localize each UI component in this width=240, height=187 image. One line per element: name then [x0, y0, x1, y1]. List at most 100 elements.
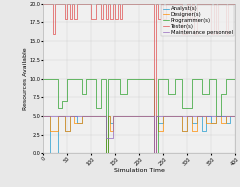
- Maintenance personnel: [152, 115, 155, 117]
- Designer(s): [56, 130, 59, 132]
- Designer(s): [68, 130, 71, 132]
- Maintenance personnel: [104, 115, 107, 117]
- Programmer(s): [200, 77, 203, 80]
- Designer(s): [215, 122, 217, 125]
- Designer(s): [63, 130, 66, 132]
- Programmer(s): [207, 77, 210, 80]
- Designer(s): [73, 115, 76, 117]
- Designer(s): [224, 122, 227, 125]
- Designer(s): [234, 115, 237, 117]
- Tester(s): [157, 18, 160, 20]
- Designer(s): [111, 130, 114, 132]
- Designer(s): [195, 130, 198, 132]
- Tester(s): [75, 18, 78, 20]
- Line: Analyst(s): Analyst(s): [43, 116, 235, 153]
- Designer(s): [109, 130, 112, 132]
- Maintenance personnel: [111, 137, 114, 140]
- Programmer(s): [66, 77, 69, 80]
- Tester(s): [42, 3, 45, 5]
- Designer(s): [109, 115, 112, 117]
- Programmer(s): [95, 77, 97, 80]
- Programmer(s): [191, 107, 193, 110]
- Programmer(s): [99, 77, 102, 80]
- Designer(s): [205, 122, 208, 125]
- Designer(s): [107, 152, 109, 154]
- Programmer(s): [224, 77, 227, 80]
- Designer(s): [80, 122, 83, 125]
- Maintenance personnel: [42, 115, 45, 117]
- Tester(s): [234, 3, 237, 5]
- Designer(s): [181, 130, 184, 132]
- Programmer(s): [119, 77, 121, 80]
- Programmer(s): [157, 152, 160, 154]
- Designer(s): [155, 115, 157, 117]
- Analyst(s): [107, 115, 109, 117]
- Tester(s): [186, 3, 189, 5]
- Programmer(s): [207, 92, 210, 95]
- Programmer(s): [224, 92, 227, 95]
- Programmer(s): [200, 92, 203, 95]
- Programmer(s): [61, 100, 64, 102]
- Line: Maintenance personnel: Maintenance personnel: [43, 116, 235, 153]
- Analyst(s): [80, 115, 83, 117]
- Programmer(s): [152, 77, 155, 80]
- Programmer(s): [215, 77, 217, 80]
- Designer(s): [219, 122, 222, 125]
- Tester(s): [152, 152, 155, 154]
- Maintenance personnel: [111, 115, 114, 117]
- Designer(s): [42, 115, 45, 117]
- Analyst(s): [234, 115, 237, 117]
- X-axis label: Simulation Time: Simulation Time: [114, 168, 165, 173]
- Tester(s): [56, 3, 59, 5]
- Designer(s): [63, 115, 66, 117]
- Programmer(s): [126, 92, 129, 95]
- Designer(s): [191, 130, 193, 132]
- Tester(s): [193, 3, 196, 5]
- Legend: Analyst(s), Designer(s), Programmer(s), Tester(s), Maintenance personnel: Analyst(s), Designer(s), Programmer(s), …: [161, 5, 234, 36]
- Designer(s): [186, 115, 189, 117]
- Designer(s): [68, 115, 71, 117]
- Designer(s): [157, 130, 160, 132]
- Programmer(s): [107, 77, 109, 80]
- Programmer(s): [66, 100, 69, 102]
- Programmer(s): [181, 77, 184, 80]
- Designer(s): [49, 115, 52, 117]
- Designer(s): [157, 115, 160, 117]
- Line: Programmer(s): Programmer(s): [43, 79, 235, 153]
- Programmer(s): [99, 107, 102, 110]
- Programmer(s): [95, 107, 97, 110]
- Designer(s): [80, 115, 83, 117]
- Programmer(s): [42, 77, 45, 80]
- Programmer(s): [219, 92, 222, 95]
- Programmer(s): [85, 92, 88, 95]
- Designer(s): [181, 115, 184, 117]
- Analyst(s): [200, 115, 203, 117]
- Maintenance personnel: [234, 115, 237, 117]
- Programmer(s): [56, 107, 59, 110]
- Programmer(s): [152, 152, 155, 154]
- Designer(s): [155, 152, 157, 154]
- Programmer(s): [61, 107, 64, 110]
- Designer(s): [49, 130, 52, 132]
- Analyst(s): [234, 115, 237, 117]
- Designer(s): [162, 130, 165, 132]
- Programmer(s): [167, 77, 169, 80]
- Programmer(s): [104, 152, 107, 154]
- Analyst(s): [49, 152, 52, 154]
- Programmer(s): [167, 92, 169, 95]
- Analyst(s): [191, 122, 193, 125]
- Programmer(s): [215, 115, 217, 117]
- Designer(s): [107, 115, 109, 117]
- Designer(s): [224, 115, 227, 117]
- Programmer(s): [234, 77, 237, 80]
- Programmer(s): [157, 77, 160, 80]
- Programmer(s): [191, 77, 193, 80]
- Designer(s): [205, 115, 208, 117]
- Designer(s): [162, 115, 165, 117]
- Programmer(s): [174, 92, 177, 95]
- Designer(s): [191, 115, 193, 117]
- Programmer(s): [234, 77, 237, 80]
- Designer(s): [73, 122, 76, 125]
- Programmer(s): [107, 152, 109, 154]
- Programmer(s): [126, 77, 129, 80]
